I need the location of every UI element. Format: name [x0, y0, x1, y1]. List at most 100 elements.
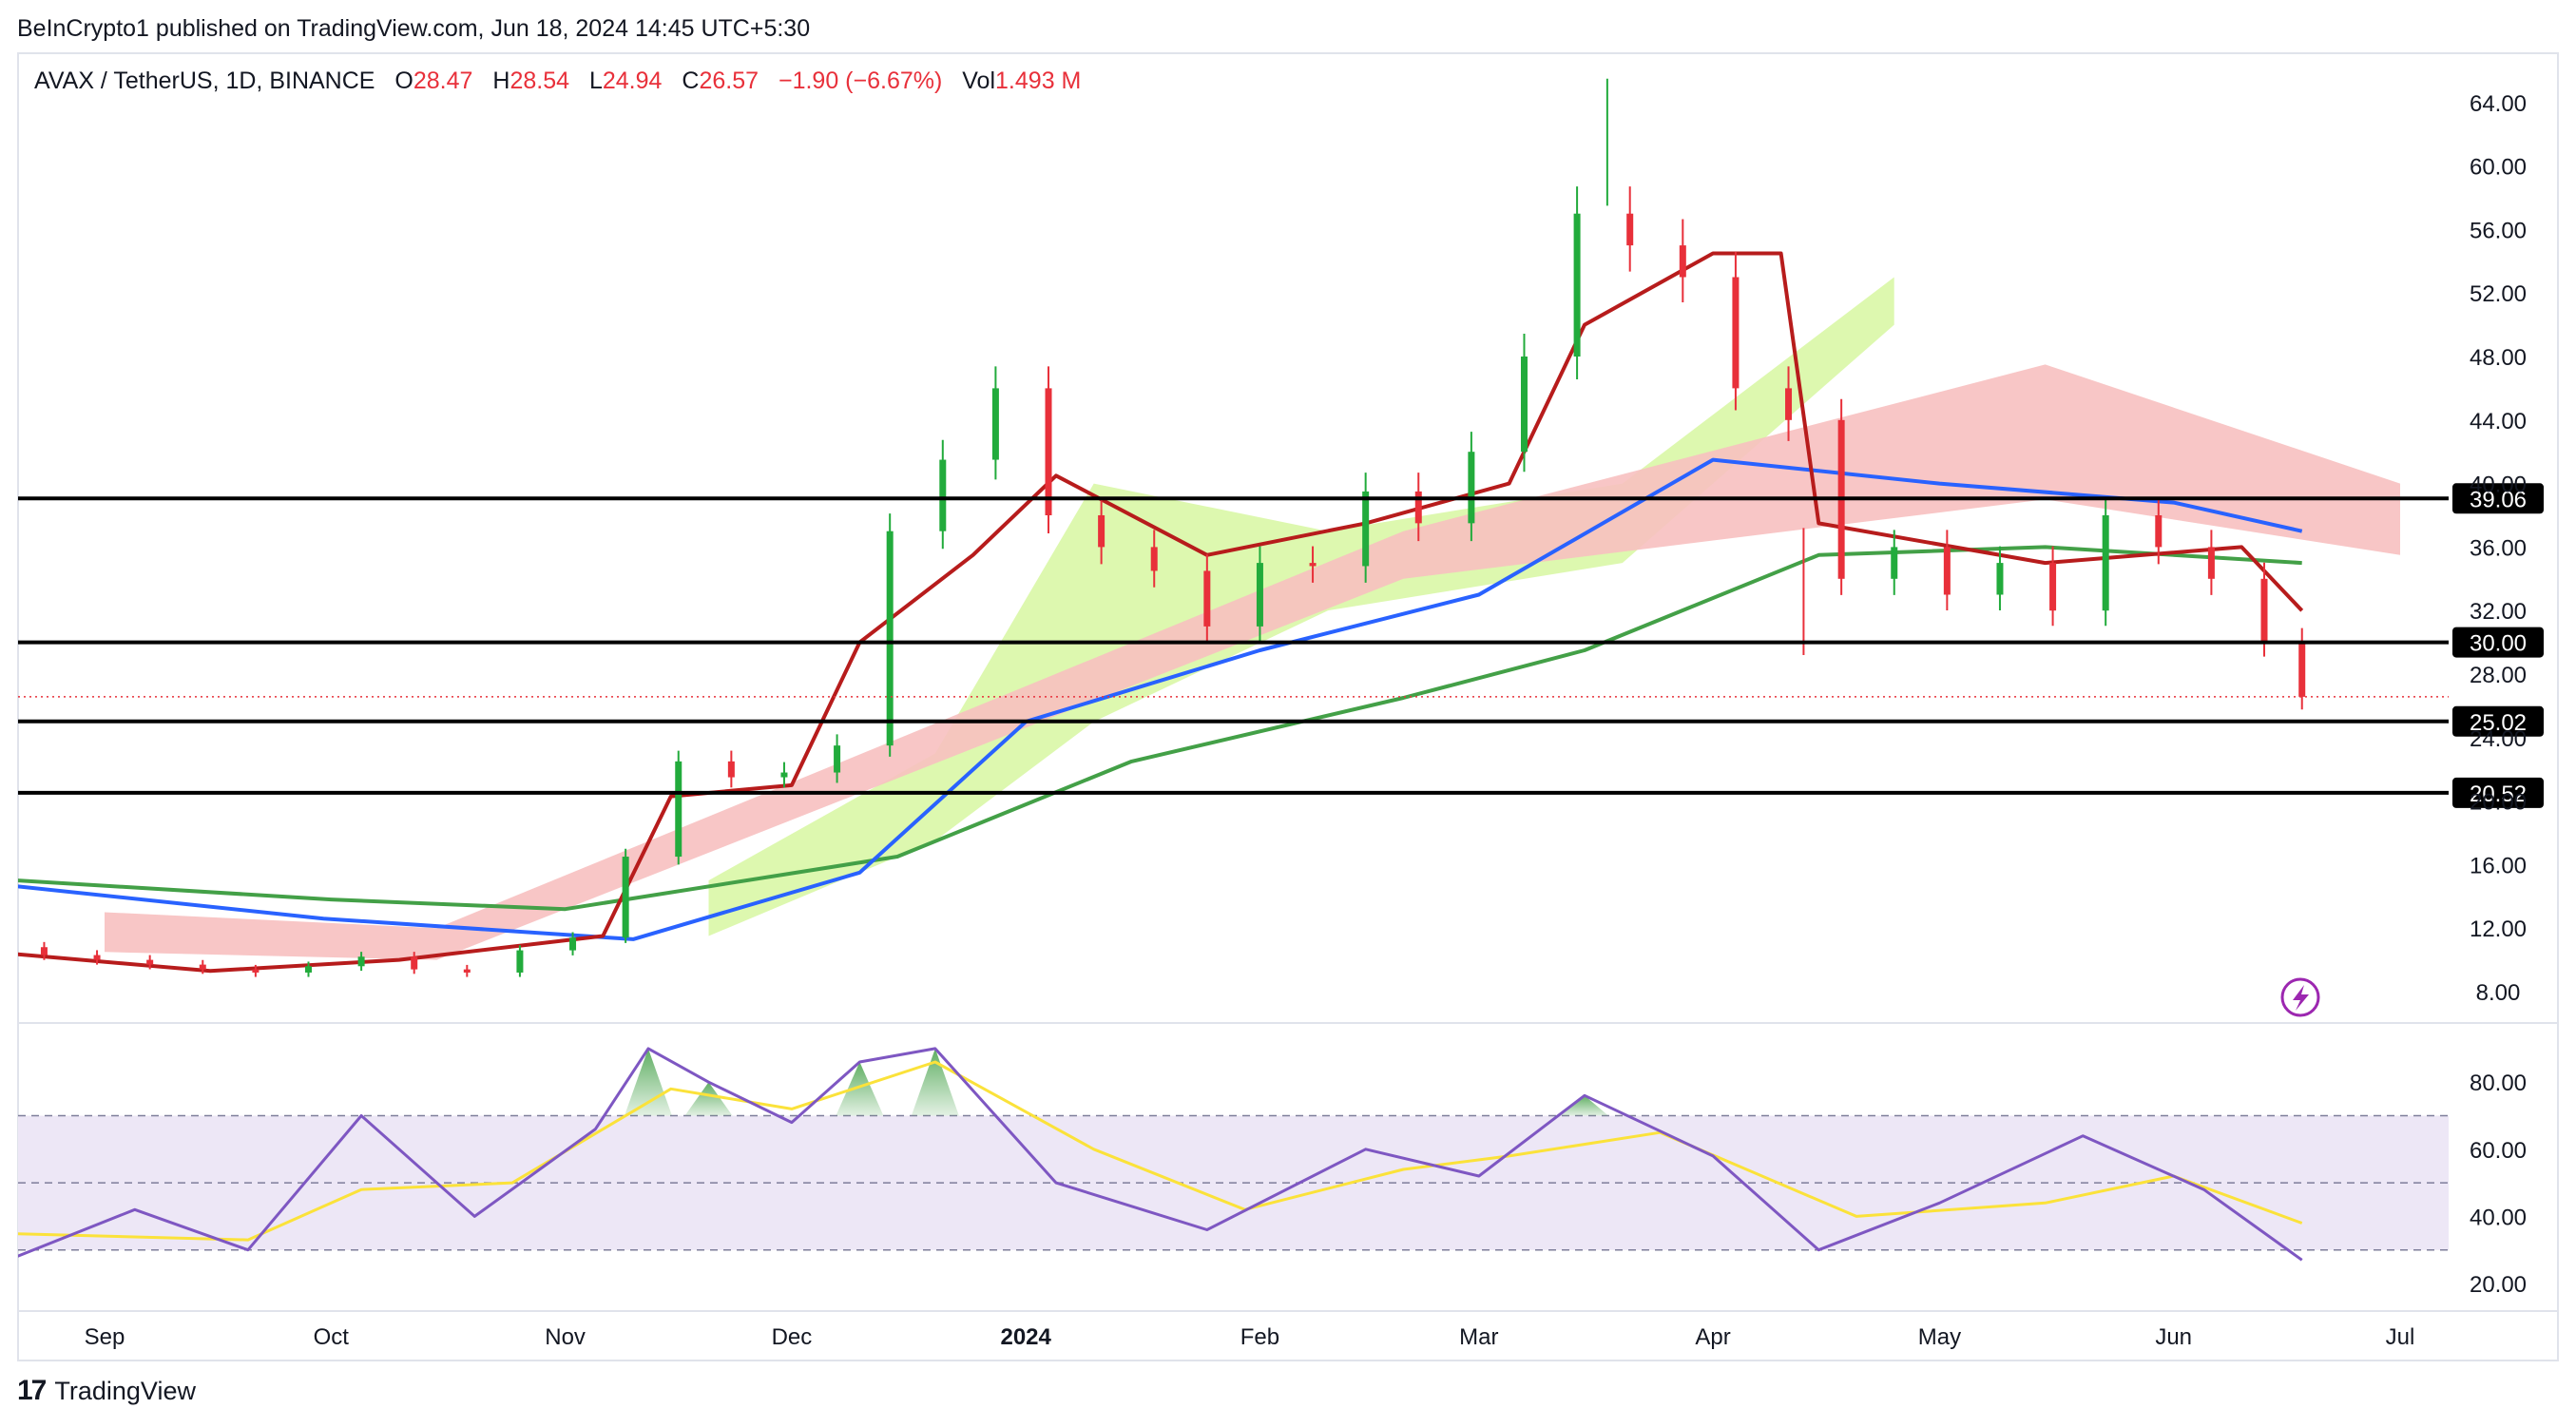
time-tick-label: 2024	[1000, 1324, 1051, 1350]
rsi-ma-line	[18, 1060, 2303, 1242]
candle-body	[2260, 578, 2268, 643]
candle-body	[2207, 547, 2215, 579]
candle-body	[1785, 388, 1793, 420]
rsi-tick-label: 20.00	[2470, 1272, 2527, 1298]
publisher-credit: BeInCrypto1 published on TradingView.com…	[17, 15, 811, 42]
price-tick-label: 24.00	[2470, 726, 2527, 752]
time-axis[interactable]: Sep Oct Nov Dec 2024 Feb Mar Apr May Jun Jul	[85, 1324, 2415, 1350]
candle-body	[569, 937, 577, 951]
candle-body	[1520, 357, 1528, 453]
candle	[939, 439, 947, 550]
lightning-bolt-icon[interactable]	[2280, 977, 2320, 1017]
ma-green-line	[18, 545, 2302, 912]
time-tick-label: Jul	[2386, 1324, 2415, 1350]
candle-body	[1626, 213, 1634, 246]
candle	[93, 950, 101, 965]
candle-body	[1996, 563, 2004, 595]
candle	[1785, 366, 1793, 441]
time-tick-label: Dec	[772, 1324, 813, 1350]
candle-body	[1891, 547, 1898, 579]
candle-body	[991, 388, 999, 460]
candle-body	[146, 959, 154, 965]
candle	[569, 932, 577, 955]
candle	[252, 964, 260, 977]
level-tag-label: 39.06	[2470, 487, 2527, 512]
candle	[199, 959, 206, 975]
candle-body	[780, 772, 788, 778]
candle-body	[252, 969, 260, 973]
candle-body	[1203, 570, 1211, 627]
level-tag-label: 20.52	[2470, 782, 2527, 807]
candle-body	[1362, 491, 1370, 567]
level-tag	[2452, 627, 2544, 658]
candle	[357, 952, 365, 972]
candle-body	[834, 745, 841, 773]
candle	[2207, 530, 2215, 595]
rsi-overbought-fill	[684, 1082, 733, 1116]
candle	[622, 848, 629, 943]
price-tick-label: 56.00	[2470, 218, 2527, 243]
candle	[1150, 530, 1158, 588]
rsi-overbought-fill	[1561, 1095, 1609, 1116]
level-tag-label: 25.02	[2470, 710, 2527, 736]
candle	[886, 513, 894, 757]
support-resistance-levels: 39.06 30.00 25.02 20.52	[18, 483, 2544, 808]
level-tag	[2452, 777, 2544, 808]
tradingview-brand[interactable]: 17 TradingView	[17, 1375, 196, 1407]
candle	[780, 762, 788, 788]
candle-body	[1679, 245, 1686, 278]
candle-body	[304, 966, 312, 973]
candle-body	[1732, 277, 1740, 389]
price-tick-label: 12.00	[2470, 917, 2527, 942]
rsi-tick-label: 60.00	[2470, 1138, 2527, 1164]
rsi-tick-label: 80.00	[2470, 1071, 2527, 1096]
candle-body	[516, 950, 524, 973]
tradingview-name: TradingView	[54, 1376, 196, 1405]
candle-body	[1098, 515, 1105, 548]
candle-body	[1943, 547, 1951, 595]
candle	[146, 955, 154, 970]
ma-blue-line	[18, 457, 2303, 941]
time-tick-label: Nov	[545, 1324, 586, 1350]
candle-body	[1414, 491, 1422, 524]
candle	[1309, 546, 1317, 583]
candle	[834, 734, 841, 783]
price-tick-label: 28.00	[2470, 663, 2527, 688]
candle	[1256, 546, 1263, 642]
rsi-overbought-fill	[624, 1048, 672, 1116]
time-tick-label: Apr	[1695, 1324, 1730, 1350]
time-tick-label: May	[1918, 1324, 1961, 1350]
candle	[1626, 186, 1634, 272]
level-tag	[2452, 705, 2544, 737]
candle-body	[93, 955, 101, 960]
candle-body	[2298, 642, 2306, 697]
candle-body	[1309, 563, 1317, 567]
candle-body	[622, 857, 629, 938]
ichimoku-cloud-bearish	[105, 364, 2400, 960]
candle-body	[886, 531, 894, 746]
level-tag-label: 30.00	[2470, 631, 2527, 657]
price-axis[interactable]: 64.00 60.00 56.00 52.00 48.00 44.00 40.00 36.00…	[2470, 91, 2527, 1006]
candle	[516, 945, 524, 977]
candle	[1891, 530, 1898, 595]
price-tick-label: 36.00	[2470, 535, 2527, 561]
rsi-axis[interactable]: 80.00 60.00 40.00 20.00	[2470, 1071, 2527, 1298]
time-tick-label: Sep	[85, 1324, 125, 1350]
candle	[411, 952, 418, 975]
candle-body	[1468, 452, 1475, 524]
candle-body	[939, 459, 947, 531]
candle-body	[1256, 563, 1263, 627]
candle	[1573, 186, 1581, 380]
candle	[304, 961, 312, 977]
candle-body	[675, 761, 682, 858]
price-tick-label: 64.00	[2470, 91, 2527, 117]
candle-body	[727, 761, 735, 778]
candle-body	[463, 969, 471, 973]
time-tick-label: Oct	[314, 1324, 350, 1350]
candle	[1098, 496, 1105, 565]
candle-body	[357, 956, 365, 967]
candle	[1679, 219, 1686, 303]
candle	[40, 941, 48, 960]
